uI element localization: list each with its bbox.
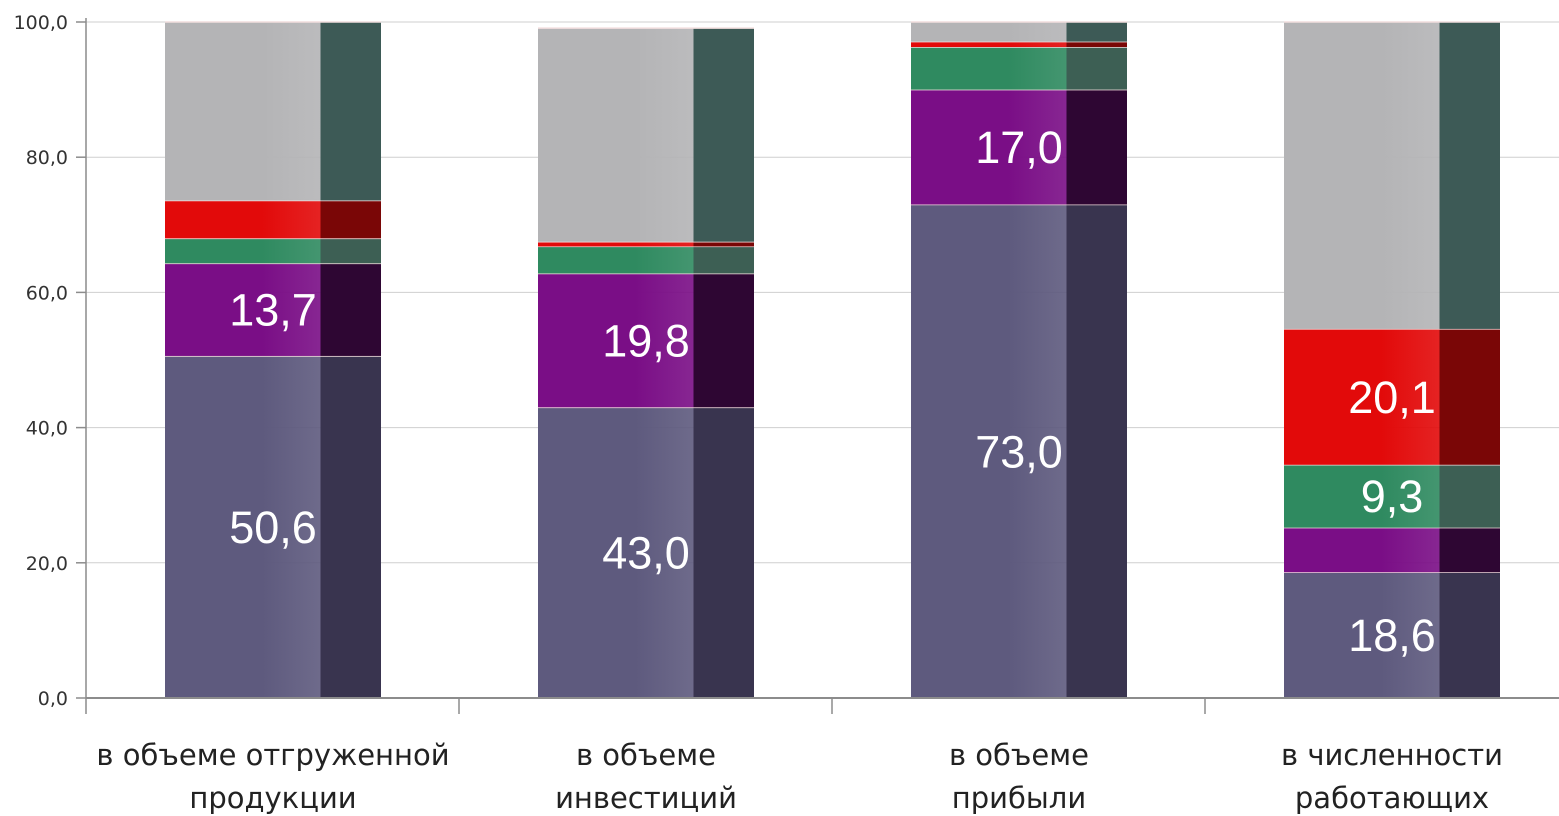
data-label: 9,3 (1361, 471, 1424, 522)
data-label: 50,6 (229, 502, 317, 553)
bar-segment (1284, 572, 1500, 698)
y-tick-label: 0,0 (38, 688, 68, 710)
labels: 0,0 20,0 40,0 60,0 80,0 100,0 50,6 13,7 в объеме… (14, 12, 1503, 815)
category-label: в объеме (949, 738, 1089, 772)
bar-segment (1284, 527, 1500, 573)
bar-segment (165, 22, 381, 201)
category-label: инвестиций (555, 781, 737, 815)
bar-segment (538, 28, 754, 242)
y-tick-label: 20,0 (26, 553, 68, 575)
bar-segment (538, 407, 754, 698)
bar-segment (165, 263, 381, 356)
data-label: 43,0 (602, 528, 690, 579)
bar-segment (1284, 22, 1500, 329)
axes (76, 18, 1559, 714)
bar-segment (538, 273, 754, 408)
category-label: продукции (189, 781, 356, 815)
bar-segment (165, 200, 381, 239)
bar-segment (538, 246, 754, 274)
bar-segment (1284, 328, 1500, 465)
y-tick-label: 40,0 (26, 418, 68, 440)
bars (165, 21, 1500, 698)
data-label: 13,7 (229, 285, 317, 336)
data-label: 73,0 (975, 426, 1063, 477)
bar-segment (538, 241, 754, 247)
category-label: в объеме (576, 738, 716, 772)
category-label: в численности (1281, 738, 1503, 772)
bar-segment (911, 89, 1127, 205)
data-label: 17,0 (975, 122, 1063, 173)
category-label: работающих (1295, 781, 1489, 815)
bar-segment (165, 355, 381, 698)
y-tick-label: 80,0 (26, 147, 68, 169)
bar-segment (911, 204, 1127, 698)
bar-segment (911, 47, 1127, 90)
y-tick-label: 100,0 (14, 12, 68, 34)
category-label: прибыли (952, 781, 1086, 815)
bar-segment (911, 41, 1127, 48)
y-tick-label: 60,0 (26, 282, 68, 304)
bar-segment (165, 238, 381, 264)
data-label: 20,1 (1348, 372, 1436, 423)
data-label: 19,8 (602, 315, 690, 366)
data-label: 18,6 (1348, 610, 1436, 661)
bar-segment (1284, 464, 1500, 528)
bar-segment (911, 22, 1127, 42)
category-label: в объеме отгруженной (96, 738, 449, 772)
